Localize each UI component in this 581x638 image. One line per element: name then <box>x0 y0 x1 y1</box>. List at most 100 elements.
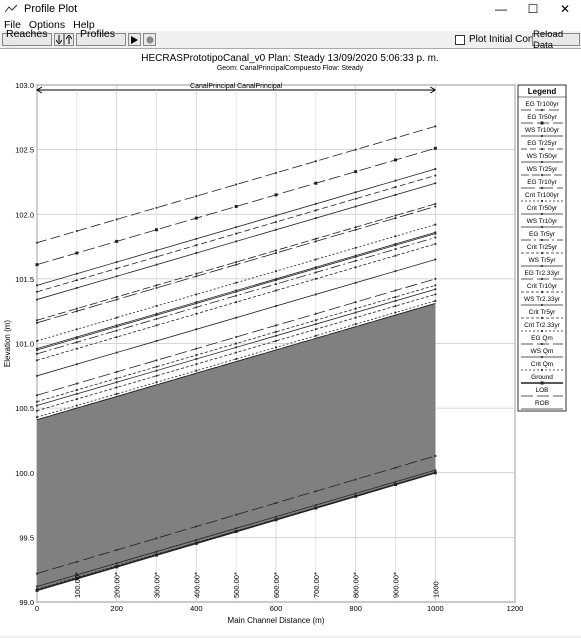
menu-file[interactable]: File <box>4 18 21 31</box>
series-marker <box>35 404 39 407</box>
x-tick-label: 400 <box>190 604 203 613</box>
series-marker <box>75 286 78 290</box>
series-marker <box>75 392 78 396</box>
play-button[interactable] <box>128 33 141 46</box>
series-marker <box>394 214 397 217</box>
legend-label: WS Tr10yr <box>527 218 559 225</box>
series-marker <box>235 527 238 530</box>
series-marker <box>434 242 437 246</box>
series-marker <box>274 334 278 337</box>
stop-button[interactable] <box>143 33 156 46</box>
station-label: 200.00* <box>113 572 122 598</box>
series-marker <box>434 454 437 458</box>
series-marker <box>314 277 317 280</box>
series-marker <box>75 560 78 563</box>
series-marker <box>155 381 158 384</box>
legend-label: WS Tr100yr <box>525 127 560 134</box>
series-marker <box>155 255 158 259</box>
series-marker <box>75 382 78 385</box>
legend-label: EG Tr2.33yr <box>524 270 560 277</box>
series-marker <box>155 324 158 327</box>
series-marker <box>434 232 437 235</box>
series-marker <box>35 572 39 575</box>
title-bar: Profile Plot — ☐ ✕ <box>0 0 581 18</box>
series-marker <box>354 191 357 194</box>
reaches-button[interactable]: Reaches ... <box>2 28 52 52</box>
series-marker <box>235 183 238 186</box>
series-marker <box>433 146 437 150</box>
series-marker <box>155 284 158 287</box>
profiles-button[interactable]: Profiles ... <box>76 28 126 52</box>
station-label: 300.00* <box>153 572 162 598</box>
menu-options[interactable]: Options <box>28 18 66 31</box>
series-marker <box>354 259 357 262</box>
series-marker <box>274 330 278 333</box>
legend-marker <box>540 238 544 242</box>
series-marker <box>115 316 118 319</box>
legend-label: WS Tr2.33yr <box>524 296 561 303</box>
minimize-button[interactable]: — <box>495 2 507 16</box>
reload-data-button[interactable]: Reload Data <box>532 29 580 51</box>
series-marker <box>115 565 119 569</box>
legend-label: Ground <box>531 374 553 381</box>
series-marker <box>394 235 397 238</box>
checkbox-box[interactable] <box>455 34 465 45</box>
legend-title: Legend <box>528 87 557 96</box>
move-up-button[interactable] <box>64 33 74 46</box>
series-marker <box>274 279 278 282</box>
series-marker <box>235 263 238 266</box>
series-marker <box>394 311 397 314</box>
stop-icon <box>146 36 153 43</box>
series-marker <box>235 357 238 361</box>
series-marker <box>155 313 158 317</box>
series-marker <box>115 377 118 380</box>
series-line <box>36 203 436 321</box>
series-marker <box>115 548 118 552</box>
series-marker <box>274 518 278 522</box>
legend-marker <box>540 199 544 203</box>
arrow-down-icon <box>56 35 62 44</box>
menu-help[interactable]: Help <box>73 18 95 31</box>
y-axis-label: Elevation (m) <box>3 320 12 367</box>
window-title: Profile Plot <box>24 3 78 15</box>
legend-marker <box>540 381 544 385</box>
legend-marker <box>540 264 544 268</box>
series-marker <box>314 506 318 510</box>
plot-initial-conditions-label: Plot Initial Conditions <box>469 34 563 45</box>
move-down-button[interactable] <box>54 33 64 46</box>
legend-label: WS Tr50yr <box>527 153 559 160</box>
series-marker <box>195 275 198 278</box>
legend-marker <box>540 342 544 346</box>
series-marker <box>75 341 78 344</box>
close-button[interactable]: ✕ <box>559 2 571 16</box>
series-marker <box>394 193 397 196</box>
series-marker <box>75 272 78 275</box>
series-marker <box>394 186 397 189</box>
series-marker <box>314 209 317 212</box>
series-marker <box>35 263 39 267</box>
series-marker <box>35 374 39 377</box>
plot-initial-conditions-checkbox[interactable]: Plot Initial Conditions <box>455 34 562 45</box>
series-marker <box>195 312 198 315</box>
legend-label: Crit Tr50yr <box>527 205 558 212</box>
series-marker <box>314 323 317 326</box>
series-marker <box>155 228 158 232</box>
maximize-button[interactable]: ☐ <box>527 2 539 16</box>
series-marker <box>434 125 437 128</box>
series-marker <box>195 354 198 357</box>
series-marker <box>115 386 118 389</box>
series-marker <box>35 352 39 355</box>
legend-marker <box>540 134 544 138</box>
series-marker <box>314 271 317 274</box>
series-marker <box>274 324 278 327</box>
plot-header-title: HECRASPrototipoCanal_v0 Plan: Steady 13/… <box>141 53 438 64</box>
series-marker <box>115 260 118 264</box>
reach-arrow-left <box>36 86 43 94</box>
series-marker <box>194 216 198 220</box>
series-marker <box>354 478 357 481</box>
series-marker <box>235 301 238 304</box>
y-tick-label: 102.5 <box>15 146 34 155</box>
series-marker <box>274 304 278 308</box>
series-marker <box>195 244 198 247</box>
series-marker <box>434 202 437 206</box>
